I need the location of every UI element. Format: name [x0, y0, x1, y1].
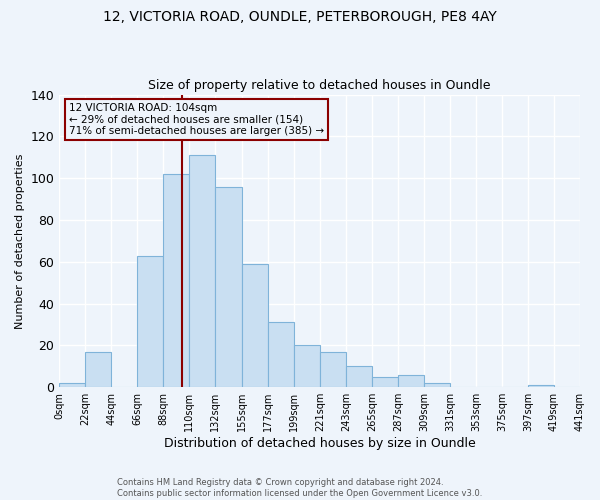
Bar — [398, 374, 424, 387]
Bar — [528, 385, 554, 387]
Bar — [372, 377, 398, 387]
Bar — [424, 383, 450, 387]
Bar — [85, 352, 111, 387]
Bar — [346, 366, 372, 387]
Bar — [189, 155, 215, 387]
Bar — [137, 256, 163, 387]
Text: 12 VICTORIA ROAD: 104sqm
← 29% of detached houses are smaller (154)
71% of semi-: 12 VICTORIA ROAD: 104sqm ← 29% of detach… — [69, 103, 324, 136]
Y-axis label: Number of detached properties: Number of detached properties — [15, 153, 25, 328]
Bar — [242, 264, 268, 387]
Bar — [294, 346, 320, 387]
Bar — [320, 352, 346, 387]
Title: Size of property relative to detached houses in Oundle: Size of property relative to detached ho… — [148, 79, 491, 92]
Text: Contains HM Land Registry data © Crown copyright and database right 2024.
Contai: Contains HM Land Registry data © Crown c… — [118, 478, 482, 498]
Bar — [163, 174, 189, 387]
X-axis label: Distribution of detached houses by size in Oundle: Distribution of detached houses by size … — [164, 437, 476, 450]
Text: 12, VICTORIA ROAD, OUNDLE, PETERBOROUGH, PE8 4AY: 12, VICTORIA ROAD, OUNDLE, PETERBOROUGH,… — [103, 10, 497, 24]
Bar — [215, 186, 242, 387]
Bar — [268, 322, 294, 387]
Bar — [59, 383, 85, 387]
